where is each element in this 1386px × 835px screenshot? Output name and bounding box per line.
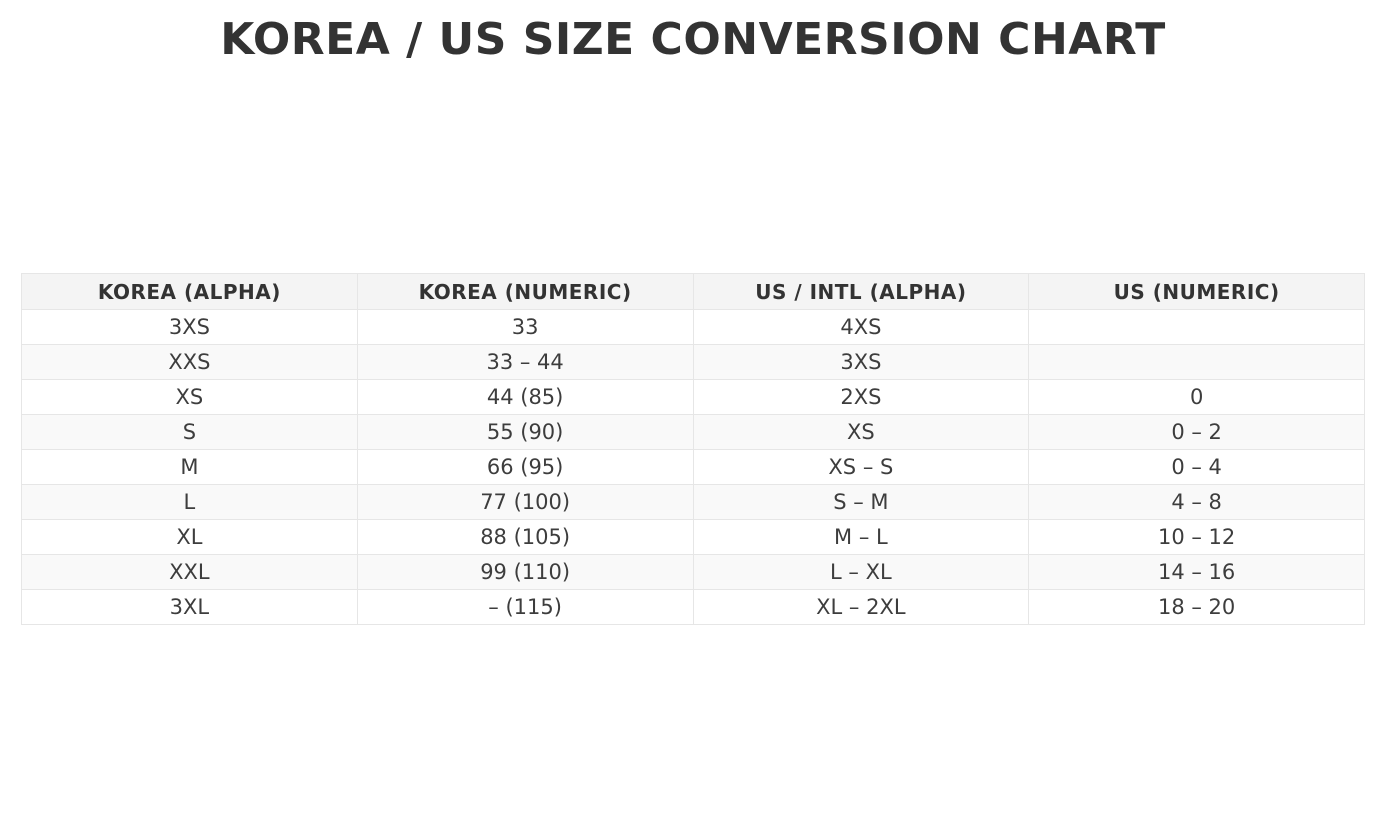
column-header: US / INTL (ALPHA) — [692, 273, 1030, 310]
table-head: KOREA (ALPHA) KOREA (NUMERIC) US / INTL (A… — [21, 273, 1365, 310]
table-row: 3XL – (115) XL – 2XL 18 – 20 — [21, 589, 1365, 625]
table-cell: 77 (100) — [356, 484, 694, 520]
table-cell: S – M — [692, 484, 1030, 520]
column-header: KOREA (ALPHA) — [21, 273, 358, 310]
table-cell: XXS — [21, 344, 358, 380]
table-cell: 0 – 4 — [1028, 449, 1365, 485]
table-row: XXL 99 (110) L – XL 14 – 16 — [21, 554, 1365, 590]
table-cell: 2XS — [692, 379, 1030, 415]
table-cell: 3XS — [692, 344, 1030, 380]
table-row: XL 88 (105) M – L 10 – 12 — [21, 519, 1365, 555]
table-cell: 0 — [1028, 379, 1365, 415]
table-cell: 33 — [356, 309, 694, 345]
table-cell: 44 (85) — [356, 379, 694, 415]
table-cell: M — [21, 449, 358, 485]
table-cell: 18 – 20 — [1028, 589, 1365, 625]
table-cell: 4XS — [692, 309, 1030, 345]
table-cell: XS – S — [692, 449, 1030, 485]
table-cell: XS — [692, 414, 1030, 450]
table-cell: 14 – 16 — [1028, 554, 1365, 590]
column-header: US (NUMERIC) — [1028, 273, 1365, 310]
table-row: 3XS 33 4XS — [21, 309, 1365, 345]
table-cell — [1028, 344, 1365, 380]
table-cell: 33 – 44 — [356, 344, 694, 380]
table-cell: 0 – 2 — [1028, 414, 1365, 450]
table-cell: XL — [21, 519, 358, 555]
table-cell: XXL — [21, 554, 358, 590]
table-body: 3XS 33 4XS XXS 33 – 44 3XS XS 44 (85) 2XS 0 S 55 (9… — [21, 309, 1365, 625]
table-cell: 99 (110) — [356, 554, 694, 590]
table-cell — [1028, 309, 1365, 345]
table-row: XXS 33 – 44 3XS — [21, 344, 1365, 380]
table-cell: 10 – 12 — [1028, 519, 1365, 555]
table-cell: 55 (90) — [356, 414, 694, 450]
page-title: KOREA / US SIZE CONVERSION CHART — [220, 14, 1166, 65]
table-cell: XS — [21, 379, 358, 415]
table-cell: 66 (95) — [356, 449, 694, 485]
table-cell: M – L — [692, 519, 1030, 555]
table-cell: 4 – 8 — [1028, 484, 1365, 520]
table-cell: S — [21, 414, 358, 450]
table-row: S 55 (90) XS 0 – 2 — [21, 414, 1365, 450]
table-cell: XL – 2XL — [692, 589, 1030, 625]
table-cell: 3XL — [21, 589, 358, 625]
table-row: XS 44 (85) 2XS 0 — [21, 379, 1365, 415]
table-cell: L – XL — [692, 554, 1030, 590]
table-cell: 3XS — [21, 309, 358, 345]
size-conversion-table: KOREA (ALPHA) KOREA (NUMERIC) US / INTL (A… — [21, 273, 1365, 625]
table-cell: L — [21, 484, 358, 520]
table-cell: – (115) — [356, 589, 694, 625]
table-header-row: KOREA (ALPHA) KOREA (NUMERIC) US / INTL (A… — [21, 273, 1365, 310]
column-header: KOREA (NUMERIC) — [356, 273, 694, 310]
table-cell: 88 (105) — [356, 519, 694, 555]
